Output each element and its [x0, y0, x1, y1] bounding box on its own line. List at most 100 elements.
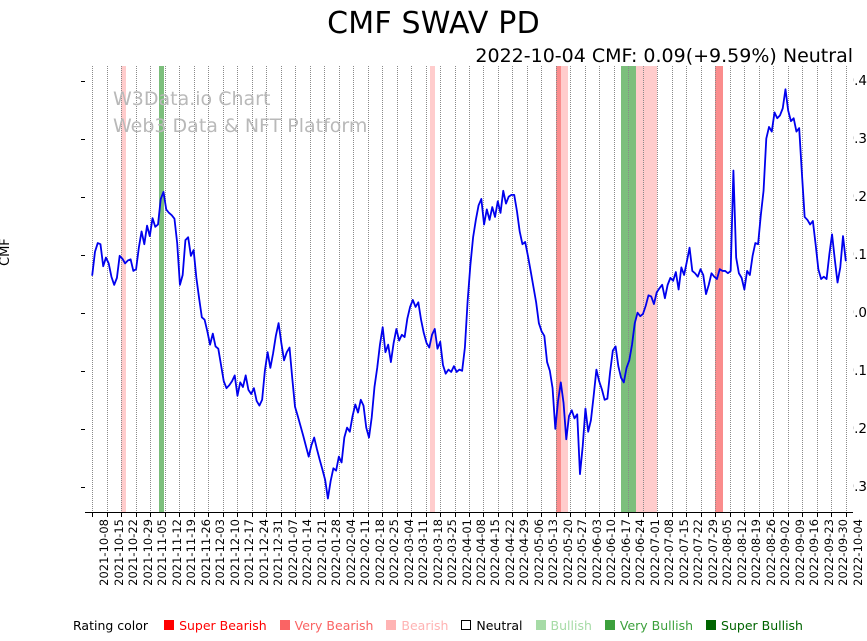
- gridline: [237, 66, 239, 512]
- gridline: [570, 66, 572, 512]
- x-tick-label: 2022-07-22: [691, 519, 706, 586]
- x-tick-mark: [541, 513, 543, 517]
- gridline: [497, 66, 499, 512]
- gridline: [816, 66, 818, 512]
- x-tick-mark: [787, 513, 789, 517]
- y-tick-mark: [81, 196, 85, 198]
- x-tick-label: 2022-09-30: [836, 519, 851, 586]
- gridline: [787, 66, 789, 512]
- gridline: [541, 66, 543, 512]
- legend-title: Rating color: [73, 617, 149, 633]
- gridline: [686, 66, 688, 512]
- x-tick-label: 2022-09-02: [778, 519, 793, 586]
- x-tick-mark: [816, 513, 818, 517]
- x-tick-mark: [657, 513, 659, 517]
- rating-band: [121, 66, 127, 512]
- legend-item[interactable]: Very Bullish: [604, 618, 693, 633]
- x-tick-label: 2022-09-23: [821, 519, 836, 586]
- x-tick-label: 2021-11-12: [169, 519, 184, 586]
- x-tick-label: 2021-10-15: [111, 519, 126, 586]
- x-tick-mark: [469, 513, 470, 517]
- legend-item[interactable]: Super Bearish: [164, 618, 267, 633]
- gridline: [700, 66, 702, 512]
- x-tick-mark: [411, 513, 413, 517]
- gridline: [106, 66, 108, 512]
- legend-item[interactable]: Neutral: [461, 618, 523, 633]
- x-tick-label: 2021-11-05: [155, 519, 170, 586]
- legend: Rating color Super Bearish Very Bearish Be…: [73, 615, 867, 635]
- x-tick-label: 2022-01-07: [285, 519, 300, 586]
- x-tick-label: 2022-04-22: [502, 519, 517, 586]
- x-tick-label: 2022-04-15: [488, 519, 503, 586]
- legend-item[interactable]: Bearish: [386, 618, 448, 633]
- x-tick-label: 2022-02-18: [372, 519, 387, 586]
- x-tick-mark: [92, 513, 94, 517]
- x-tick-mark: [353, 513, 355, 517]
- x-tick-label: 2022-03-04: [401, 519, 416, 586]
- x-tick-label: 2022-07-01: [647, 519, 662, 586]
- x-tick-mark: [251, 513, 253, 517]
- gridline: [773, 66, 775, 512]
- cmf-line-series: [85, 66, 853, 512]
- gridline: [526, 66, 528, 512]
- legend-item[interactable]: Bullish: [535, 618, 592, 633]
- gridline: [512, 66, 514, 512]
- y-tick-mark: [81, 486, 85, 488]
- rating-band: [621, 66, 636, 512]
- legend-item[interactable]: Very Bearish: [279, 618, 373, 633]
- x-tick-mark: [164, 513, 166, 517]
- gridline: [845, 66, 847, 512]
- x-tick-label: 2022-08-12: [734, 519, 749, 586]
- x-tick-label: 2022-05-27: [575, 519, 590, 586]
- gridline: [628, 66, 630, 512]
- gridline: [599, 66, 601, 512]
- x-tick-mark: [570, 513, 572, 517]
- x-tick-mark: [686, 513, 688, 517]
- x-tick-mark: [135, 513, 137, 517]
- gridline: [411, 66, 413, 512]
- x-tick-label: 2021-12-10: [227, 519, 242, 586]
- legend-item[interactable]: Super Bullish: [706, 618, 803, 633]
- y-tick-mark: [81, 254, 85, 256]
- x-tick-mark: [613, 513, 615, 517]
- x-tick-label: 2022-07-15: [676, 519, 691, 586]
- x-tick-label: 2022-04-29: [517, 519, 532, 586]
- legend-swatch-icon: [706, 620, 717, 630]
- x-tick-label: 2022-02-25: [387, 519, 402, 586]
- x-tick-label: 2021-10-22: [126, 519, 141, 586]
- x-tick-mark: [106, 513, 108, 517]
- x-tick-label: 2022-09-09: [792, 519, 807, 586]
- gridline: [208, 66, 210, 512]
- x-tick-mark: [295, 513, 297, 517]
- gridline: [266, 66, 268, 512]
- gridline: [121, 66, 123, 512]
- chart-subtitle: 2022-10-04 CMF: 0.09(+9.59%) Neutral: [475, 45, 853, 67]
- gridline: [353, 66, 355, 512]
- x-tick-mark: [642, 513, 644, 517]
- gridline: [150, 66, 152, 512]
- x-tick-mark: [121, 513, 123, 517]
- x-tick-label: 2022-07-29: [705, 519, 720, 586]
- gridline: [179, 66, 181, 512]
- x-tick-label: 2021-11-26: [198, 519, 213, 586]
- x-tick-mark: [367, 513, 369, 517]
- rating-band: [715, 66, 723, 512]
- x-tick-label: 2022-04-01: [459, 519, 474, 586]
- x-tick-mark: [266, 513, 268, 517]
- gridline: [164, 66, 166, 512]
- x-tick-mark: [526, 513, 528, 517]
- y-tick-mark: [81, 80, 85, 82]
- gridline: [396, 66, 398, 512]
- gridline: [671, 66, 673, 512]
- gridline: [251, 66, 253, 512]
- gridline: [92, 66, 94, 512]
- x-tick-mark: [440, 513, 442, 517]
- legend-swatch-icon: [386, 620, 397, 630]
- x-tick-label: 2022-07-08: [662, 519, 677, 586]
- legend-swatch-icon: [164, 620, 175, 630]
- x-tick-mark: [222, 513, 224, 517]
- gridline: [222, 66, 224, 512]
- x-tick-mark: [454, 513, 456, 517]
- x-tick-mark: [483, 513, 485, 517]
- gridline: [584, 66, 586, 512]
